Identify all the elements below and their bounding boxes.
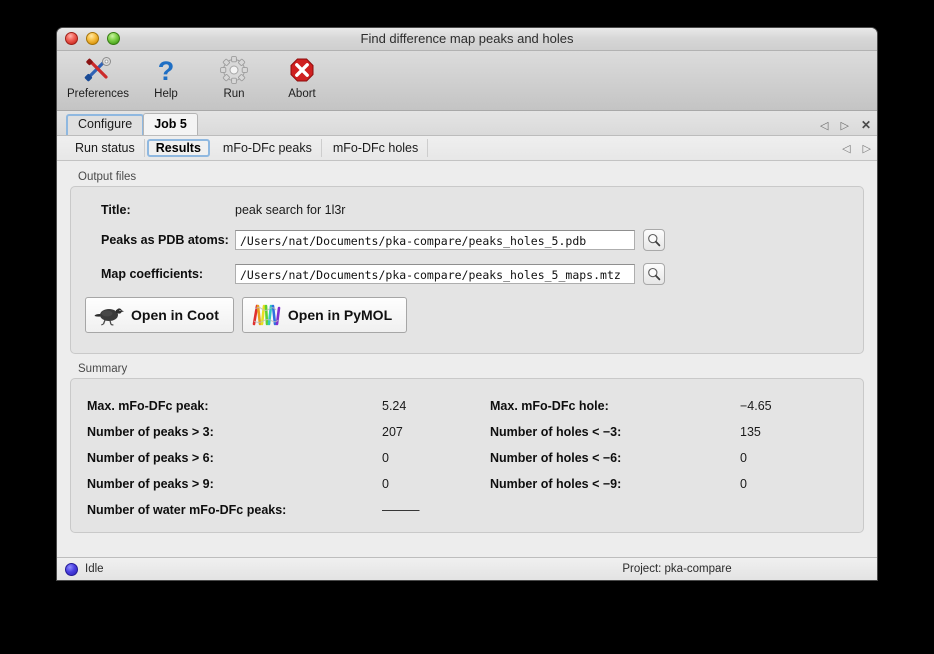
- summary-panel: Max. mFo-DFc peak: 5.24 Max. mFo-DFc hol…: [70, 378, 864, 533]
- close-tab-icon[interactable]: ✕: [860, 118, 871, 132]
- toolbar-button-abort[interactable]: Abort: [271, 54, 333, 100]
- output-files-panel: Title: peak search for 1l3r Peaks as PDB…: [70, 186, 864, 354]
- window-titlebar: Find difference map peaks and holes: [57, 28, 877, 51]
- summary-key-holes-lt-9: Number of holes < −9:: [490, 477, 622, 491]
- title-value: peak search for 1l3r: [235, 203, 346, 217]
- magnifier-icon: [648, 233, 661, 247]
- summary-val-max-hole: −4.65: [740, 399, 772, 413]
- next-tab-icon[interactable]: ▷: [840, 119, 849, 132]
- pymol-structure-icon: [252, 304, 281, 326]
- main-toolbar: Preferences ? Help: [57, 51, 877, 111]
- magnifier-icon: [648, 267, 661, 281]
- pdb-file-input[interactable]: /Users/nat/Documents/pka-compare/peaks_h…: [235, 230, 635, 250]
- toolbar-button-help[interactable]: ? Help: [135, 54, 197, 100]
- mtz-file-row: Map coefficients: /Users/nat/Documents/p…: [85, 263, 849, 285]
- gear-icon: [219, 54, 249, 86]
- close-button[interactable]: [65, 32, 78, 45]
- summary-key-max-peak: Max. mFo-DFc peak:: [87, 399, 209, 413]
- next-subtab-icon[interactable]: ▷: [862, 143, 871, 155]
- mtz-file-label: Map coefficients:: [101, 267, 204, 281]
- tab-job-5[interactable]: Job 5: [143, 113, 198, 135]
- pdb-file-row: Peaks as PDB atoms: /Users/nat/Documents…: [85, 229, 849, 251]
- tab-results[interactable]: Results: [146, 139, 210, 157]
- summary-val-holes-lt-6: 0: [740, 451, 747, 465]
- open-in-coot-button[interactable]: Open in Coot: [85, 297, 234, 333]
- toolbar-label-abort: Abort: [288, 88, 316, 100]
- summary-key-peaks-gt-6: Number of peaks > 6:: [87, 451, 214, 465]
- summary-val-max-peak: 5.24: [382, 399, 407, 413]
- mtz-file-input[interactable]: /Users/nat/Documents/pka-compare/peaks_h…: [235, 264, 635, 284]
- summary-key-water-peaks: Number of water mFo-DFc peaks:: [87, 503, 287, 517]
- application-window: Find difference map peaks and holes: [57, 28, 877, 580]
- summary-key-peaks-gt-9: Number of peaks > 9:: [87, 477, 214, 491]
- summary-val-empty: [740, 497, 863, 523]
- summary-key-max-hole: Max. mFo-DFc hole:: [490, 399, 609, 413]
- zoom-button[interactable]: [107, 32, 120, 45]
- window-title: Find difference map peaks and holes: [360, 31, 574, 46]
- summary-val-peaks-gt-6: 0: [382, 451, 389, 465]
- tools-icon: [83, 54, 113, 86]
- summary-key-holes-lt-3: Number of holes < −3:: [490, 425, 622, 439]
- window-controls: [65, 32, 120, 45]
- tab-mfo-dfc-holes[interactable]: mFo-DFc holes: [324, 139, 429, 157]
- results-pane: Output files Title: peak search for 1l3r…: [57, 161, 877, 557]
- summary-val-water-peaks: ———: [382, 503, 420, 517]
- summary-key-empty: [490, 497, 740, 523]
- summary-key-holes-lt-6: Number of holes < −6:: [490, 451, 622, 465]
- tab-run-status[interactable]: Run status: [66, 139, 145, 157]
- coot-button-label: Open in Coot: [131, 307, 219, 323]
- summary-group-label: Summary: [78, 363, 128, 375]
- prev-tab-icon[interactable]: ◁: [820, 119, 829, 132]
- tab-configure[interactable]: Configure: [66, 114, 145, 135]
- prev-subtab-icon[interactable]: ◁: [842, 143, 851, 155]
- svg-text:?: ?: [158, 56, 175, 84]
- results-tab-nav: ◁ ▷: [842, 142, 871, 155]
- output-files-group-label: Output files: [78, 171, 137, 183]
- viewer-buttons: Open in Coot: [85, 297, 849, 333]
- summary-key-peaks-gt-3: Number of peaks > 3:: [87, 425, 214, 439]
- stop-x-icon: [287, 54, 317, 86]
- summary-val-peaks-gt-9: 0: [382, 477, 389, 491]
- toolbar-button-run[interactable]: Run: [203, 54, 265, 100]
- summary-val-peaks-gt-3: 207: [382, 425, 403, 439]
- question-mark-icon: ?: [151, 54, 181, 86]
- pymol-button-label: Open in PyMOL: [287, 307, 393, 323]
- mtz-browse-button[interactable]: [643, 263, 665, 285]
- results-tab-bar: Run status Results mFo-DFc peaks mFo-DFc…: [57, 136, 877, 161]
- summary-val-holes-lt-3: 135: [740, 425, 761, 439]
- toolbar-label-run: Run: [223, 88, 245, 100]
- project-text: Project: pka-compare: [622, 563, 732, 575]
- status-bar: Idle Project: pka-compare: [57, 557, 877, 580]
- job-tab-bar: Configure Job 5 ◁ ▷ ✕: [57, 111, 877, 136]
- minimize-button[interactable]: [86, 32, 99, 45]
- title-label: Title:: [101, 203, 131, 217]
- pdb-browse-button[interactable]: [643, 229, 665, 251]
- summary-grid: Max. mFo-DFc peak: 5.24 Max. mFo-DFc hol…: [71, 393, 863, 523]
- status-indicator-icon: [65, 562, 78, 576]
- status-text: Idle: [85, 563, 104, 575]
- toolbar-label-preferences: Preferences: [67, 88, 130, 100]
- pdb-file-label: Peaks as PDB atoms:: [101, 233, 229, 247]
- summary-val-holes-lt-9: 0: [740, 477, 747, 491]
- coot-bird-icon: [94, 308, 124, 326]
- tab-mfo-dfc-peaks[interactable]: mFo-DFc peaks: [214, 139, 322, 157]
- toolbar-button-preferences[interactable]: Preferences: [67, 54, 129, 100]
- toolbar-label-help: Help: [154, 88, 178, 100]
- title-row: Title: peak search for 1l3r: [85, 203, 849, 217]
- job-tab-nav: ◁ ▷ ✕: [820, 118, 871, 132]
- open-in-pymol-button[interactable]: Open in PyMOL: [241, 297, 408, 333]
